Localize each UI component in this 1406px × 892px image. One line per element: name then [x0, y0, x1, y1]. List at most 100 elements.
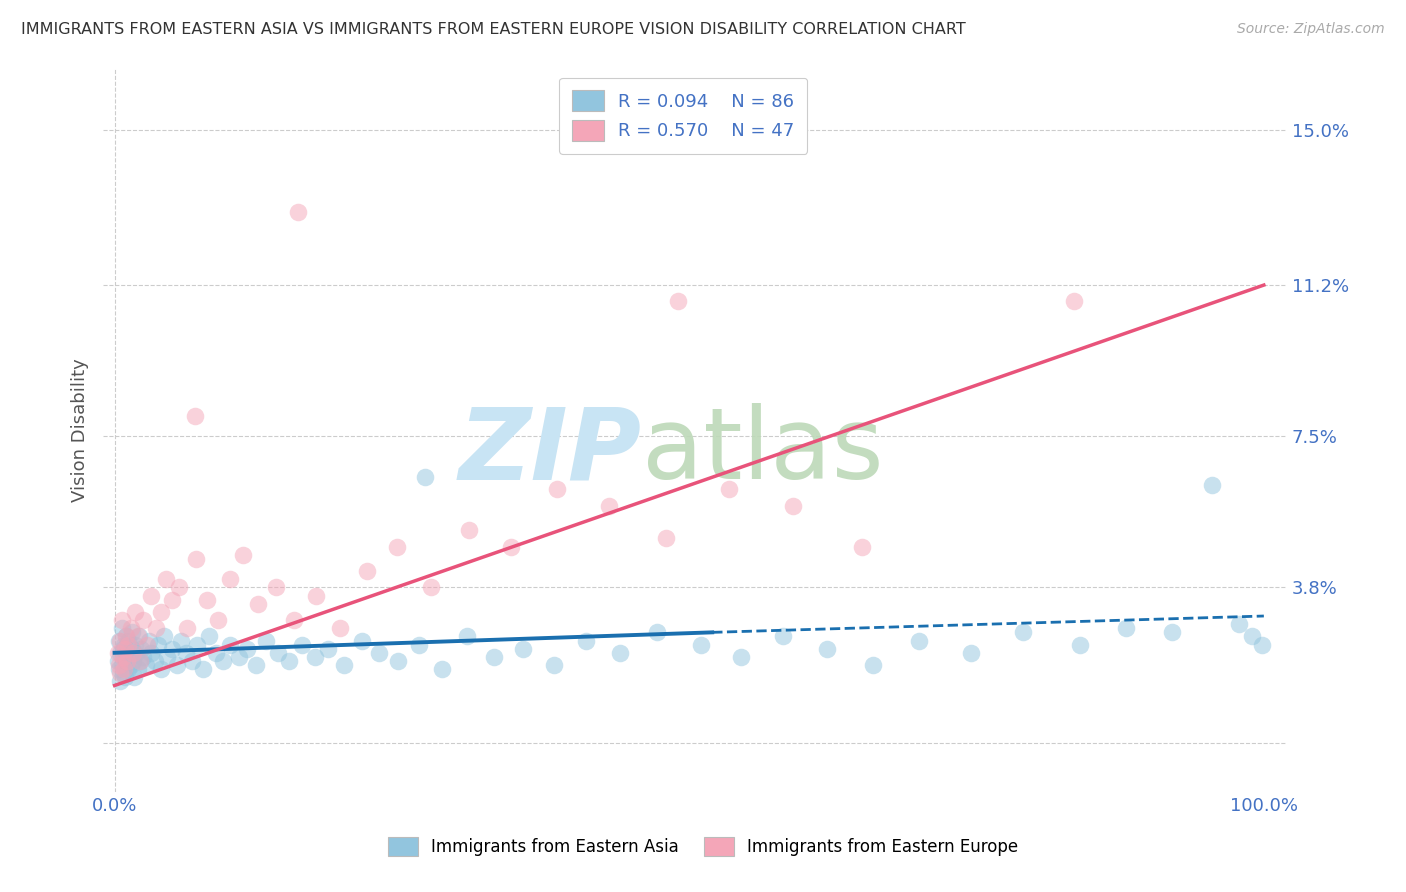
Point — [160, 592, 183, 607]
Point — [117, 662, 139, 676]
Point — [121, 641, 143, 656]
Point — [413, 470, 436, 484]
Point — [482, 649, 505, 664]
Point — [186, 638, 208, 652]
Point — [456, 629, 478, 643]
Point — [218, 638, 240, 652]
Point — [145, 621, 167, 635]
Point — [1201, 478, 1223, 492]
Point — [132, 649, 155, 664]
Point — [387, 540, 409, 554]
Point — [1069, 638, 1091, 652]
Point — [160, 641, 183, 656]
Point — [115, 629, 138, 643]
Point — [110, 658, 132, 673]
Text: IMMIGRANTS FROM EASTERN ASIA VS IMMIGRANTS FROM EASTERN EUROPE VISION DISABILITY: IMMIGRANTS FROM EASTERN ASIA VS IMMIGRAN… — [21, 22, 966, 37]
Point — [368, 646, 391, 660]
Y-axis label: Vision Disability: Vision Disability — [72, 359, 89, 502]
Point — [501, 540, 523, 554]
Point — [408, 638, 430, 652]
Point — [655, 532, 678, 546]
Point — [180, 654, 202, 668]
Point — [110, 666, 132, 681]
Point — [129, 654, 152, 668]
Point — [155, 572, 177, 586]
Point — [107, 646, 129, 660]
Point — [153, 629, 176, 643]
Point — [108, 633, 131, 648]
Point — [129, 641, 152, 656]
Point — [254, 633, 277, 648]
Point — [117, 638, 139, 652]
Point — [184, 409, 207, 423]
Point — [115, 654, 138, 668]
Point — [772, 629, 794, 643]
Point — [329, 621, 352, 635]
Point — [112, 662, 135, 676]
Point — [128, 629, 150, 643]
Point — [666, 294, 689, 309]
Point — [111, 641, 134, 656]
Point — [124, 605, 146, 619]
Point — [575, 633, 598, 648]
Point — [218, 572, 240, 586]
Point — [110, 633, 132, 648]
Point — [350, 633, 373, 648]
Point — [135, 658, 157, 673]
Point — [127, 629, 149, 643]
Point — [127, 662, 149, 676]
Point — [118, 649, 141, 664]
Legend: R = 0.094    N = 86, R = 0.570    N = 47: R = 0.094 N = 86, R = 0.570 N = 47 — [560, 78, 807, 153]
Point — [114, 670, 136, 684]
Text: atlas: atlas — [641, 403, 883, 500]
Point — [122, 646, 145, 660]
Point — [689, 638, 711, 652]
Point — [245, 658, 267, 673]
Point — [117, 654, 139, 668]
Point — [149, 662, 172, 676]
Point — [387, 654, 409, 668]
Point — [1250, 638, 1272, 652]
Point — [129, 654, 152, 668]
Point — [117, 646, 139, 660]
Point — [598, 499, 620, 513]
Point — [512, 641, 534, 656]
Text: Source: ZipAtlas.com: Source: ZipAtlas.com — [1237, 22, 1385, 37]
Point — [730, 649, 752, 664]
Point — [112, 638, 135, 652]
Point — [156, 649, 179, 664]
Point — [247, 597, 270, 611]
Point — [1115, 621, 1137, 635]
Point — [318, 641, 340, 656]
Point — [186, 551, 208, 566]
Point — [1011, 625, 1033, 640]
Point — [207, 613, 229, 627]
Point — [1063, 294, 1085, 309]
Point — [198, 629, 221, 643]
Point — [121, 625, 143, 640]
Point — [609, 646, 631, 660]
Point — [718, 483, 741, 497]
Point — [851, 540, 873, 554]
Point — [111, 666, 134, 681]
Point — [457, 523, 479, 537]
Point — [170, 633, 193, 648]
Point — [543, 658, 565, 673]
Point — [174, 646, 197, 660]
Text: ZIP: ZIP — [458, 403, 641, 500]
Point — [305, 589, 328, 603]
Point — [108, 658, 131, 673]
Point — [1241, 629, 1264, 643]
Point — [120, 621, 142, 635]
Point — [782, 499, 804, 513]
Point — [204, 646, 226, 660]
Point — [278, 654, 301, 668]
Point — [111, 649, 134, 664]
Point — [1161, 625, 1184, 640]
Point — [356, 564, 378, 578]
Point — [149, 605, 172, 619]
Point — [236, 641, 259, 656]
Point — [110, 613, 132, 627]
Point — [114, 641, 136, 656]
Point — [167, 581, 190, 595]
